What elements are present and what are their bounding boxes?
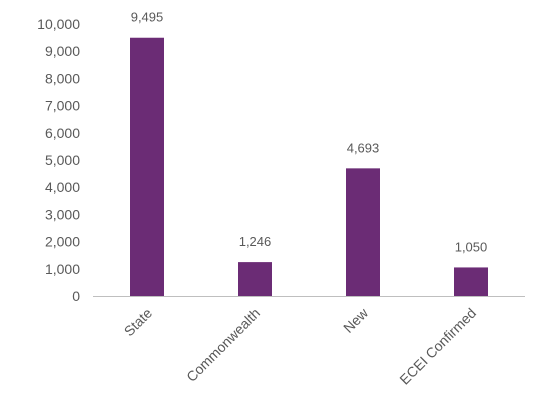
category-label: Commonwealth xyxy=(183,305,263,385)
y-axis-ticks: 0 1,000 2,000 3,000 4,000 5,000 6,000 7,000 8,00… xyxy=(37,16,80,304)
y-tick-label: 9,000 xyxy=(45,43,80,59)
category-label: State xyxy=(121,305,156,340)
y-tick-label: 1,000 xyxy=(45,261,80,277)
bars-group xyxy=(130,37,488,297)
bar-ecei-confirmed xyxy=(454,267,488,296)
data-label: 1,246 xyxy=(239,234,272,249)
y-tick-label: 10,000 xyxy=(37,16,80,32)
y-tick-label: 2,000 xyxy=(45,234,80,250)
bar-new xyxy=(346,168,380,296)
y-tick-label: 5,000 xyxy=(45,152,80,168)
y-tick-label: 3,000 xyxy=(45,206,80,222)
category-label: New xyxy=(340,304,372,336)
category-labels-group: State Commonwealth New ECEI Confirmed xyxy=(121,304,479,387)
y-tick-label: 6,000 xyxy=(45,125,80,141)
y-tick-label: 7,000 xyxy=(45,98,80,114)
y-tick-label: 8,000 xyxy=(45,70,80,86)
data-labels-group: 9,495 1,246 4,693 1,050 xyxy=(131,10,488,255)
data-label: 9,495 xyxy=(131,10,164,25)
data-label: 4,693 xyxy=(347,140,380,155)
bar-state xyxy=(130,37,164,297)
category-label: ECEI Confirmed xyxy=(396,305,479,388)
y-tick-label: 4,000 xyxy=(45,179,80,195)
bar-commonwealth xyxy=(238,262,272,296)
data-label: 1,050 xyxy=(455,239,488,254)
y-tick-label: 0 xyxy=(72,288,80,304)
